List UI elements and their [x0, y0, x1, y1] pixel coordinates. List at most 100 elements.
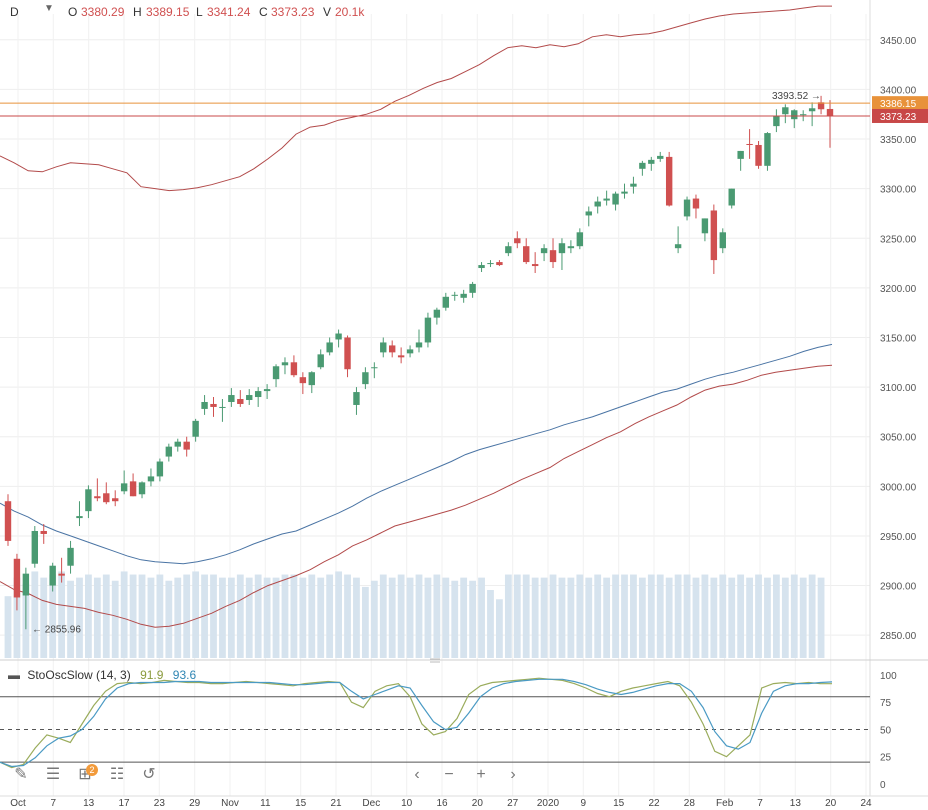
candle-body — [31, 530, 39, 564]
time-tick-label: 13 — [83, 798, 95, 809]
candle-body — [326, 342, 333, 353]
zoom-out-icon[interactable]: − — [444, 766, 454, 783]
candle-body — [487, 263, 494, 265]
time-tick-label: 17 — [118, 798, 130, 809]
volume-bar — [469, 580, 477, 658]
time-tick-label: Oct — [10, 798, 26, 809]
zoom-in-icon[interactable]: + — [476, 766, 486, 783]
volume-bar — [165, 580, 173, 658]
time-tick-label: Nov — [221, 798, 239, 809]
stochastic-tick-label: 25 — [880, 753, 892, 764]
candle-body — [147, 476, 155, 482]
volume-bar — [49, 574, 57, 658]
volume-bar — [728, 577, 736, 658]
candle-body — [442, 296, 450, 308]
candle-body — [594, 201, 601, 207]
interval-dropdown-icon[interactable]: ▼ — [44, 3, 54, 14]
time-tick-label: 7 — [51, 798, 57, 809]
price-tick-label: 3000.00 — [880, 482, 917, 493]
candle-body — [49, 565, 56, 586]
stochastic-collapse-icon[interactable]: ▬ — [8, 668, 20, 682]
candle-body — [254, 391, 262, 398]
volume-bar — [496, 599, 503, 658]
time-tick-label: 29 — [189, 798, 201, 809]
stochastic-name[interactable]: StoOscSlow (14, 3) — [27, 668, 131, 682]
candle-body — [746, 143, 753, 145]
volume-bar — [4, 596, 12, 658]
time-tick-label: 24 — [860, 798, 872, 809]
volume-bar — [799, 577, 807, 658]
candle-body — [523, 246, 530, 263]
candle-body — [67, 547, 74, 566]
volume-bar — [281, 574, 289, 658]
volume-bar — [344, 574, 351, 658]
candle-body — [585, 211, 592, 216]
price-tick-label: 3100.00 — [880, 383, 917, 394]
candle-body — [496, 262, 503, 266]
candle-body — [505, 246, 512, 254]
volume-bar — [612, 574, 619, 658]
price-tick-label: 2850.00 — [880, 631, 917, 642]
candle-body — [603, 198, 610, 201]
settings-sliders-icon[interactable]: ☷ — [109, 766, 125, 783]
scroll-left-icon[interactable]: ‹ — [414, 766, 420, 783]
volume-bar — [227, 577, 235, 658]
volume-bar — [317, 577, 325, 658]
candle-body — [228, 395, 235, 402]
volume-bar — [326, 574, 334, 658]
price-tick-label: 3200.00 — [880, 284, 917, 295]
notification-badge: 2 — [86, 764, 98, 776]
time-tick-label: Dec — [362, 798, 380, 809]
candle-body — [460, 293, 467, 298]
scroll-right-icon[interactable]: › — [510, 766, 516, 783]
volume-bar — [772, 574, 780, 658]
volume-bar — [781, 577, 789, 658]
volume-bar — [504, 574, 512, 658]
volume-bar — [370, 580, 378, 658]
interval-label[interactable]: D — [10, 5, 19, 19]
candle-body — [120, 483, 128, 492]
candle-body — [799, 114, 807, 116]
candle-body — [433, 309, 441, 318]
candle-body — [183, 441, 190, 450]
time-tick-label: 22 — [648, 798, 660, 809]
volume-bar — [594, 574, 602, 658]
volume-bar — [361, 586, 369, 658]
list-icon[interactable]: ☰ — [45, 766, 61, 783]
pencil-icon[interactable]: ✎ — [14, 766, 28, 783]
volume-bar — [192, 571, 200, 658]
candle-body — [737, 150, 744, 159]
candle-body — [138, 482, 146, 495]
candle-body — [540, 248, 548, 254]
candle-body — [826, 108, 834, 116]
candle-body — [58, 573, 65, 576]
volume-bar — [263, 577, 271, 658]
candle-body — [281, 362, 289, 366]
time-tick-label: 21 — [330, 798, 342, 809]
candle-body — [657, 155, 664, 159]
open-value: 3380.29 — [81, 5, 125, 19]
candle-body — [40, 530, 47, 534]
low-annotation: ← 2855.96 — [32, 624, 81, 635]
candle-body — [621, 191, 628, 194]
volume-bar — [549, 574, 557, 658]
reset-icon[interactable]: ↺ — [142, 766, 156, 783]
candle-body — [371, 367, 378, 369]
volume-bar — [522, 574, 530, 658]
candle-body — [192, 420, 199, 437]
price-tick-label: 3400.00 — [880, 85, 917, 96]
volume-bar — [335, 571, 342, 658]
candle-body — [612, 193, 619, 205]
stochastic-tick-label: 100 — [880, 671, 897, 682]
price-tag-red — [872, 108, 928, 123]
volume-bar — [433, 574, 441, 658]
volume-bar — [174, 577, 182, 658]
volume-bar — [379, 574, 387, 658]
volume-bar — [487, 589, 494, 658]
candle-body — [246, 395, 253, 401]
candle-body — [299, 377, 307, 384]
volume-bar — [76, 577, 83, 658]
stochastic-k-line — [0, 677, 833, 769]
candle-body — [237, 399, 244, 404]
